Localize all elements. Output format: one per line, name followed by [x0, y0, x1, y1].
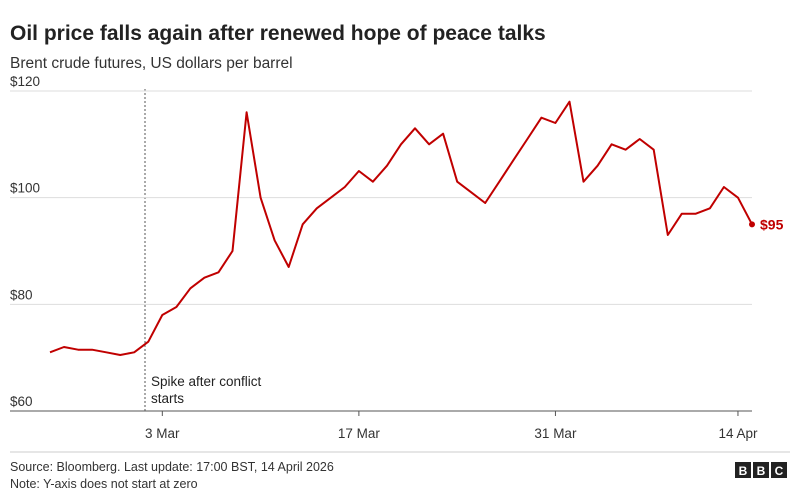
logo-block	[735, 462, 751, 478]
x-tick-label: 14 Apr	[718, 426, 758, 441]
y-tick-label: $80	[10, 287, 33, 302]
source: Source: Bloomberg. Last update: 17:00 BS…	[10, 460, 334, 474]
end-dot	[749, 221, 755, 228]
chart-subtitle: Brent crude futures, US dollars per barr…	[10, 55, 293, 72]
x-tick-label: 31 Mar	[534, 426, 577, 441]
logo-letter: B	[757, 464, 766, 478]
logo-block	[771, 462, 787, 478]
y-tick-label: $60	[10, 394, 33, 409]
y-tick-label: $100	[10, 181, 40, 196]
y-tick-label: $120	[10, 74, 40, 89]
price-line	[49, 100, 753, 356]
logo-letter: C	[775, 464, 784, 478]
note: Note: Y-axis does not start at zero	[10, 477, 198, 491]
logo-block	[753, 462, 769, 478]
chart-title: Oil price falls again after renewed hope…	[10, 22, 546, 45]
logo-letter: B	[739, 464, 748, 478]
x-tick-label: 17 Mar	[338, 426, 381, 441]
x-tick-label: 3 Mar	[145, 426, 180, 441]
value-label: $95	[760, 216, 784, 232]
annotation: Spike after conflict starts	[151, 374, 262, 406]
